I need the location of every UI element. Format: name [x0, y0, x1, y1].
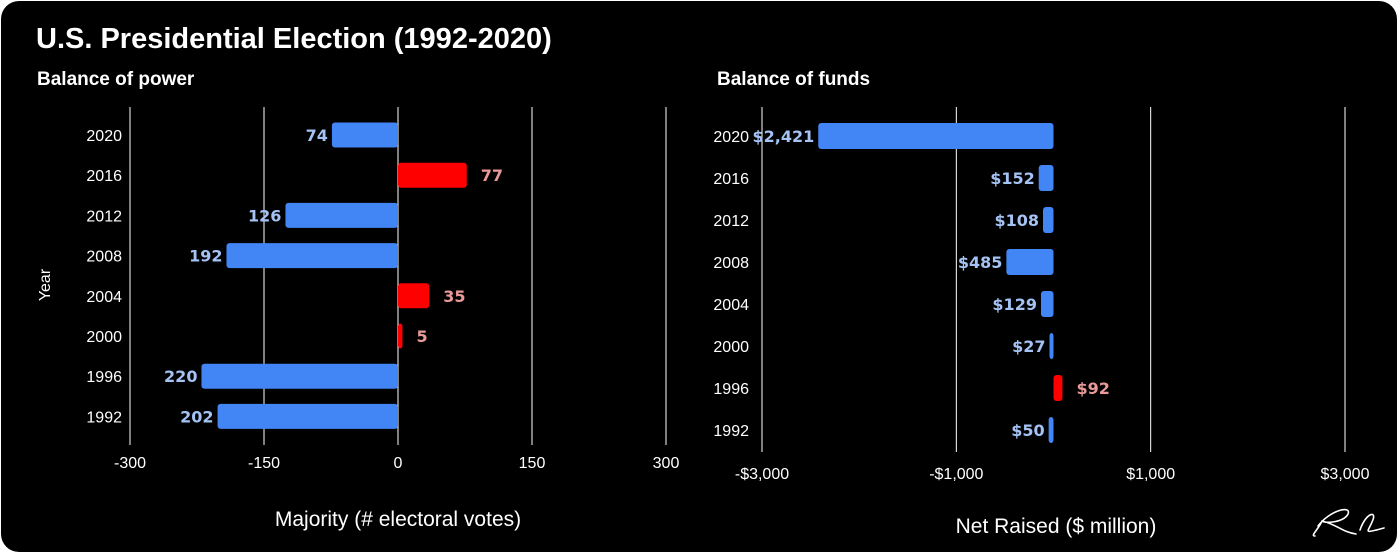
power-category-label: 2020	[86, 128, 122, 145]
chart-balance-of-power: -300 -150 0 150 300 2020 74 2016 77 2012 126 2008 19…	[37, 107, 679, 531]
funds-tick-label: -$3,000	[735, 466, 789, 483]
funds-data-label: $485	[958, 253, 1003, 272]
power-category-label: 2016	[86, 168, 122, 185]
funds-category-label: 1992	[713, 423, 749, 440]
power-category-label: 1996	[86, 369, 122, 386]
funds-category-label: 2004	[713, 297, 749, 314]
power-data-label: 77	[481, 166, 503, 185]
funds-bar	[1043, 207, 1054, 233]
funds-category-label: 2016	[713, 171, 749, 188]
power-bar	[201, 363, 398, 389]
power-category-label: 2000	[86, 329, 122, 346]
power-data-label: 5	[416, 327, 427, 346]
funds-category-label: 2020	[713, 129, 749, 146]
power-data-label: 202	[180, 407, 213, 426]
funds-bar	[1048, 417, 1054, 443]
funds-data-label: $108	[994, 211, 1039, 230]
power-tick-label: 150	[519, 455, 546, 472]
power-data-label: 74	[306, 126, 328, 145]
power-tick-label: 300	[653, 455, 680, 472]
power-data-label: 192	[189, 247, 222, 266]
chart-title-funds: Balance of funds	[717, 69, 871, 90]
funds-x-axis-title: Net Raised ($ million)	[956, 515, 1157, 538]
power-tick-label: -150	[248, 455, 280, 472]
power-category-label: 2004	[86, 289, 122, 306]
power-bar	[226, 243, 398, 269]
power-category-label: 2012	[86, 208, 122, 225]
funds-category-label: 2008	[713, 255, 749, 272]
funds-data-label: $129	[992, 295, 1037, 314]
power-data-label: 220	[164, 367, 197, 386]
funds-bar	[1038, 165, 1054, 191]
power-data-label: 35	[443, 287, 465, 306]
funds-category-label: 1996	[713, 381, 749, 398]
funds-data-label: $92	[1076, 379, 1109, 398]
funds-tick-label: -$1,000	[929, 466, 983, 483]
funds-tick-label: $3,000	[1321, 466, 1370, 483]
funds-category-label: 2012	[713, 213, 749, 230]
power-bar	[331, 122, 398, 148]
funds-data-label: $2,421	[753, 127, 815, 146]
funds-category-label: 2000	[713, 339, 749, 356]
funds-data-label: $152	[990, 169, 1035, 188]
funds-bar	[1049, 333, 1054, 359]
power-bar	[398, 162, 467, 188]
page-title: U.S. Presidential Election (1992-2020)	[36, 23, 552, 55]
power-category-label: 1992	[86, 409, 122, 426]
chart-balance-of-funds: -$3,000 -$1,000 $1,000 $3,000 2020 $2,421 2016…	[713, 107, 1370, 538]
power-bar	[398, 323, 403, 349]
power-tick-label: 0	[394, 455, 403, 472]
power-category-label: 2008	[86, 249, 122, 266]
funds-bar	[1053, 375, 1063, 401]
signature-logo	[1312, 508, 1385, 537]
funds-data-label: $27	[1012, 337, 1045, 356]
funds-bar	[1040, 291, 1054, 317]
funds-tick-label: $1,000	[1126, 466, 1175, 483]
chart-title-power: Balance of power	[37, 69, 195, 90]
power-y-axis-title: Year	[37, 268, 54, 301]
power-bar	[285, 202, 398, 228]
power-bar	[217, 403, 398, 429]
power-tick-label: -300	[114, 455, 146, 472]
power-x-axis-title: Majority (# electoral votes)	[275, 508, 521, 531]
power-bar	[398, 283, 430, 309]
power-data-label: 126	[248, 206, 281, 225]
funds-bar	[818, 123, 1054, 149]
funds-data-label: $50	[1011, 421, 1044, 440]
funds-bar	[1006, 249, 1054, 275]
